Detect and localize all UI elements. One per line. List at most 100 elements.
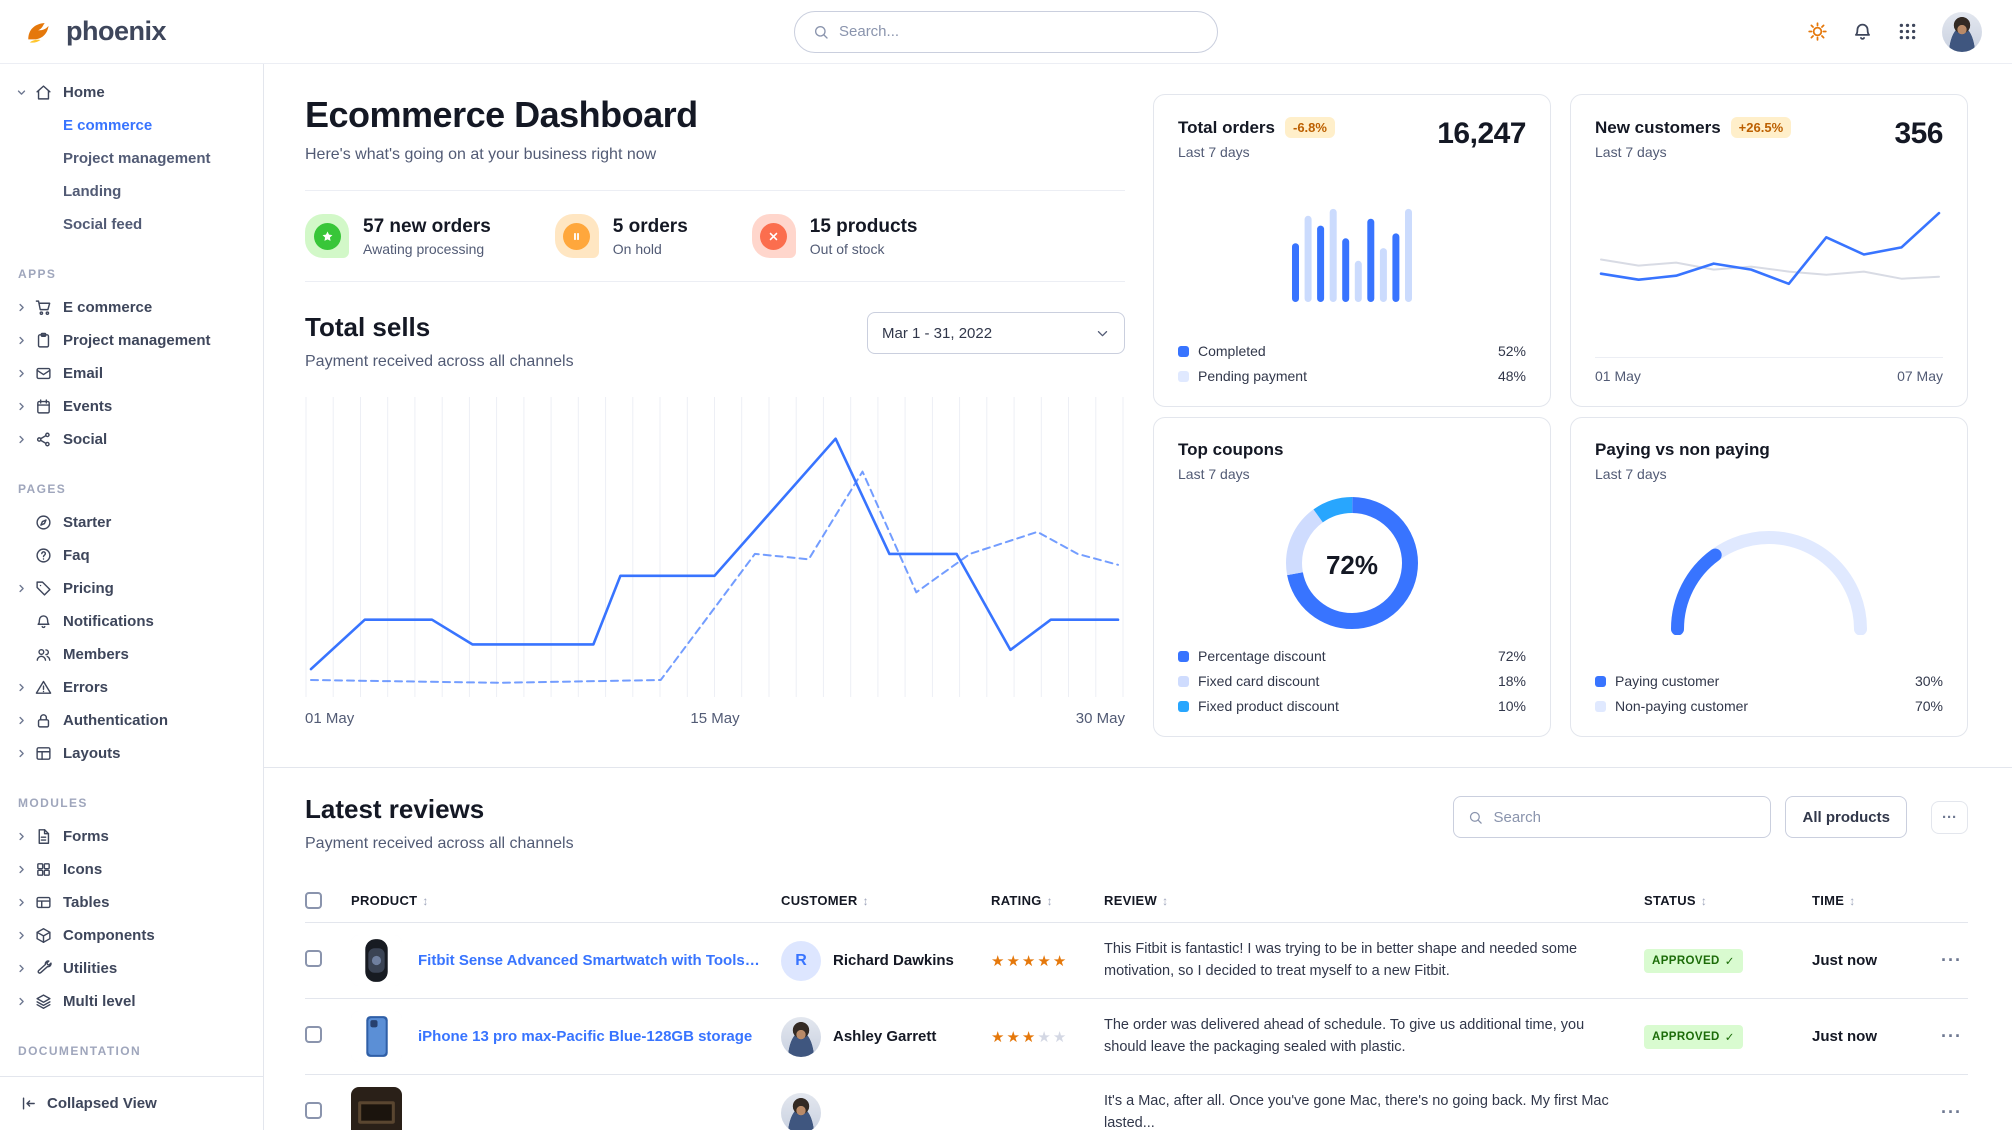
- paying-legend: Paying customer 30% Non-paying customer 70%: [1595, 673, 1943, 714]
- sidebar-item-components[interactable]: Components: [0, 919, 263, 952]
- rating-stars: ★★★★★: [991, 1028, 1104, 1046]
- sidebar-item-multi-level[interactable]: Multi level: [0, 985, 263, 1018]
- sidebar-item-e-commerce[interactable]: E commerce: [0, 291, 263, 324]
- brand-logo[interactable]: phoenix: [26, 16, 167, 47]
- sidebar-collapse-toggle[interactable]: Collapsed View: [0, 1076, 263, 1130]
- dashboard-section: Ecommerce Dashboard Here's what's going …: [264, 64, 2012, 737]
- top-coupons-legend: Percentage discount 72% Fixed card discoun…: [1178, 648, 1526, 714]
- card-period: Last 7 days: [1595, 144, 1667, 160]
- column-header-review[interactable]: REVIEW ↕: [1104, 893, 1169, 908]
- sidebar-item-notifications[interactable]: Notifications: [0, 605, 263, 638]
- check-icon: ✓: [1724, 955, 1735, 968]
- sort-icon: ↕: [1849, 893, 1856, 908]
- row-actions-button[interactable]: ···: [1941, 1026, 1962, 1046]
- sidebar-item-tables[interactable]: Tables: [0, 886, 263, 919]
- search-input[interactable]: [839, 23, 1199, 40]
- product-link[interactable]: iPhone 13 pro max-Pacific Blue-128GB sto…: [418, 1028, 753, 1045]
- sidebar-item-starter[interactable]: Starter: [0, 506, 263, 539]
- search-icon: [1468, 810, 1483, 825]
- sidebar-item-errors[interactable]: Errors: [0, 671, 263, 704]
- search-icon: [1470, 811, 1483, 824]
- check-icon: ✓: [1724, 1031, 1735, 1044]
- product-image: [351, 1011, 402, 1062]
- table-icon: [36, 896, 51, 909]
- latest-reviews-section: Latest reviews Payment received across a…: [264, 767, 2012, 1130]
- column-header-rating[interactable]: RATING ↕: [991, 893, 1053, 908]
- stat-caption: On hold: [612, 240, 662, 257]
- apps-grid-button[interactable]: [1897, 21, 1918, 42]
- column-header-status[interactable]: STATUS ↕: [1644, 893, 1708, 908]
- select-all-checkbox[interactable]: [305, 892, 322, 909]
- sort-icon: ↕: [1162, 893, 1169, 908]
- row-checkbox[interactable]: [305, 949, 322, 967]
- sidebar-section-modules: MODULES: [18, 796, 88, 810]
- star-icon: ★: [1037, 1028, 1053, 1046]
- star-icon: ★: [1052, 952, 1069, 970]
- reviews-search-input[interactable]: [1493, 808, 1757, 826]
- home-icon: [36, 85, 51, 100]
- sort-icon: ↕: [1046, 893, 1053, 908]
- x-tick-label: 15 May: [690, 710, 740, 727]
- product-image: [351, 935, 402, 986]
- sidebar-item-authentication[interactable]: Authentication: [0, 704, 263, 737]
- sidebar-item-icons[interactable]: Icons: [0, 853, 263, 886]
- latest-reviews-subtitle: Payment received across all channels: [305, 835, 574, 852]
- sun-icon: [1807, 21, 1828, 42]
- table-row: Fitbit Sense Advanced Smartwatch with To…: [305, 923, 1968, 999]
- sidebar-subitem-social-feed[interactable]: Social feed: [63, 216, 143, 233]
- theme-toggle-button[interactable]: [1807, 21, 1828, 42]
- x-tick-label: 30 May: [1075, 710, 1125, 727]
- user-avatar[interactable]: [1942, 11, 1982, 52]
- sidebar-item-social[interactable]: Social: [0, 423, 263, 456]
- date-range-select[interactable]: Mar 1 - 31, 2022: [867, 312, 1125, 354]
- chevron-right-icon: [19, 997, 24, 1006]
- sidebar-subitem-landing[interactable]: Landing: [63, 183, 122, 200]
- column-header-product[interactable]: PRODUCT ↕: [351, 893, 429, 908]
- sidebar-item-members[interactable]: Members: [0, 638, 263, 671]
- stat-caption: Awating processing: [363, 240, 485, 257]
- sidebar-item-faq[interactable]: Faq: [0, 539, 263, 572]
- card-paying-vs-non-paying: Paying vs non paying Last 7 days Paying …: [1570, 417, 1968, 737]
- row-actions-button[interactable]: ···: [1941, 950, 1962, 970]
- grid9-icon: [1899, 23, 1916, 40]
- row-actions-button[interactable]: ···: [1941, 1102, 1962, 1122]
- sidebar-subitem-e-commerce[interactable]: E commerce: [63, 117, 153, 134]
- sidebar-item-home[interactable]: Home: [0, 76, 263, 109]
- chevron-right-icon: [19, 683, 24, 692]
- change-badge: -6.8%: [1284, 117, 1335, 138]
- customer-avatar: [781, 1016, 821, 1057]
- sidebar-subitem-project-management[interactable]: Project management: [63, 150, 211, 167]
- collapse-icon: [20, 1095, 37, 1112]
- chevron-down-icon: [1095, 326, 1110, 341]
- new-customers-value: 356: [1894, 117, 1943, 150]
- sidebar-item-events[interactable]: Events: [0, 390, 263, 423]
- column-header-customer[interactable]: CUSTOMER ↕: [781, 893, 869, 908]
- reviews-search[interactable]: [1453, 796, 1772, 838]
- top-coupons-chart: [1286, 496, 1418, 629]
- layout-icon: [36, 747, 51, 760]
- share-icon: [36, 432, 50, 447]
- topbar-search[interactable]: [794, 10, 1218, 53]
- sidebar-item-project-management[interactable]: Project management: [0, 324, 263, 357]
- help-icon: [36, 548, 51, 563]
- sidebar-item-layouts[interactable]: Layouts: [0, 737, 263, 770]
- sidebar-item-email[interactable]: Email: [0, 357, 263, 390]
- notifications-button[interactable]: [1852, 21, 1873, 42]
- row-checkbox[interactable]: [305, 1101, 322, 1119]
- sidebar-item-utilities[interactable]: Utilities: [0, 952, 263, 985]
- column-header-time[interactable]: TIME ↕: [1812, 893, 1856, 908]
- bell-icon: [37, 615, 50, 629]
- sidebar-section-apps: APPS: [18, 267, 57, 281]
- row-checkbox[interactable]: [305, 1025, 322, 1043]
- legend-item: Fixed card discount 18%: [1178, 673, 1526, 689]
- all-products-filter-button[interactable]: All products: [1785, 796, 1907, 838]
- sidebar-item-forms[interactable]: Forms: [0, 820, 263, 853]
- product-link[interactable]: Fitbit Sense Advanced Smartwatch with To…: [418, 952, 761, 969]
- star-icon: [322, 231, 332, 241]
- phoenix-logo-icon: [26, 17, 56, 47]
- star-icon: ★: [1006, 1028, 1022, 1046]
- total-sells-chart-area: 01 May 15 May 30 May: [305, 397, 1125, 727]
- reviews-more-button[interactable]: ···: [1931, 800, 1968, 834]
- customer-avatar: [781, 1092, 821, 1130]
- sidebar-item-pricing[interactable]: Pricing: [0, 572, 263, 605]
